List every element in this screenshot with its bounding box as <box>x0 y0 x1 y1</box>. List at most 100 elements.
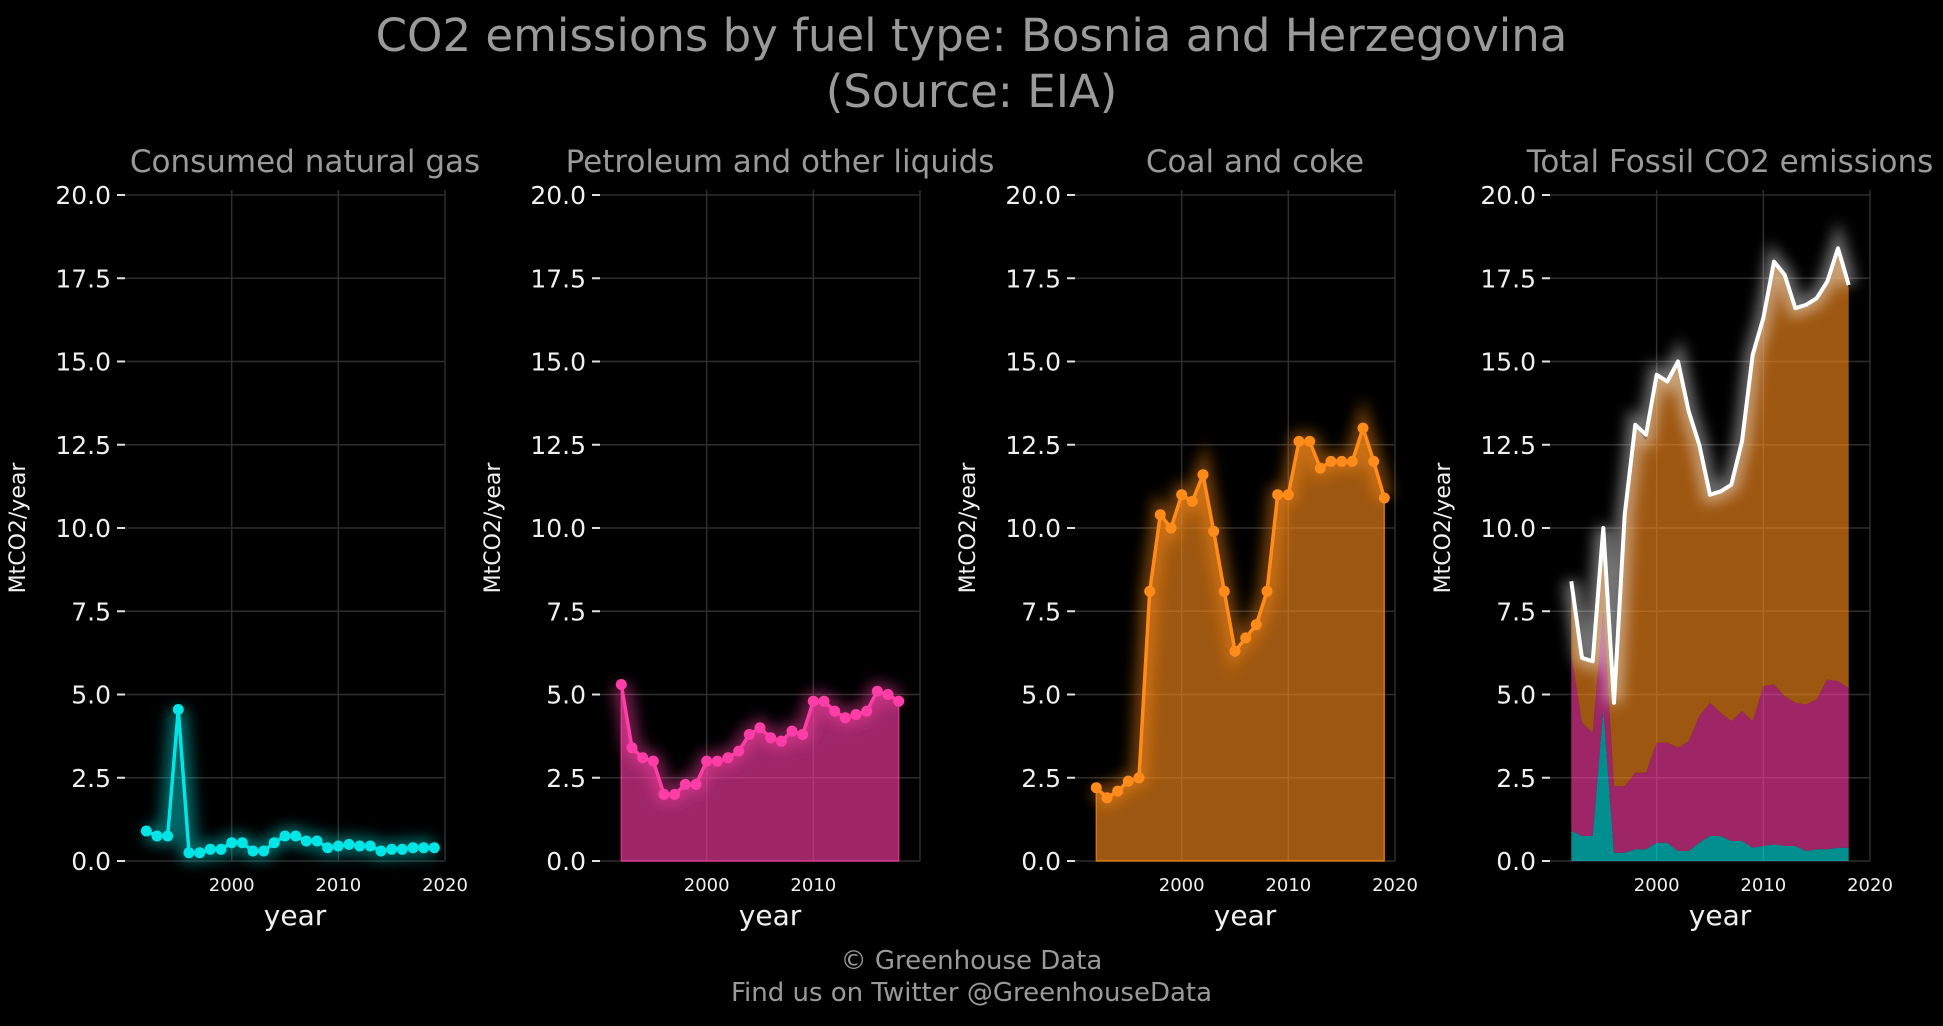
data-point <box>343 838 355 850</box>
y-tick-label: 10.0 <box>1480 514 1536 543</box>
data-point <box>775 735 787 747</box>
data-point <box>711 755 723 767</box>
y-tick-label: 2.5 <box>71 764 111 793</box>
x-tick-label: 2000 <box>1159 875 1205 896</box>
y-tick-label: 15.0 <box>55 348 111 377</box>
y-tick-label: 0.0 <box>71 847 111 876</box>
y-tick-label: 2.5 <box>1021 764 1061 793</box>
data-point <box>669 788 681 800</box>
data-point <box>1325 455 1337 467</box>
data-point <box>1368 455 1380 467</box>
data-point <box>1229 645 1241 657</box>
x-tick-label: 2020 <box>422 875 468 896</box>
y-tick-label: 7.5 <box>1496 597 1536 626</box>
data-point <box>1133 772 1145 784</box>
y-axis-label: MtCO2/year <box>956 462 981 594</box>
data-point <box>818 695 830 707</box>
data-point <box>637 752 649 764</box>
data-point <box>743 729 755 740</box>
chart-panel-1: 0.0 2.5 5.0 7.5 10.0 12.5 15.0 17.5 20.0 2000 2010… <box>6 144 480 932</box>
data-point <box>850 709 862 720</box>
x-tick-label: 2000 <box>1634 875 1680 896</box>
panel-title: Coal and coke <box>1146 144 1364 180</box>
data-point <box>1165 522 1177 534</box>
x-tick-label: 2020 <box>1372 875 1418 896</box>
data-point <box>1154 509 1166 521</box>
data-point <box>1314 462 1326 474</box>
data-point <box>300 835 312 847</box>
panel-title: Petroleum and other liquids <box>566 144 995 180</box>
y-tick-label: 10.0 <box>1005 514 1061 543</box>
data-point <box>882 689 894 700</box>
data-point <box>407 842 419 854</box>
chart-panel-2: 0.0 2.5 5.0 7.5 10.0 12.5 15.0 17.5 20.0 2000 2010… <box>481 144 994 932</box>
data-point <box>215 843 227 855</box>
data-point <box>1101 792 1113 804</box>
x-tick-label: 2000 <box>209 875 255 896</box>
y-tick-label: 20.0 <box>530 181 586 210</box>
y-tick-label: 15.0 <box>1005 348 1061 377</box>
data-point <box>647 755 659 767</box>
data-point <box>1272 489 1284 501</box>
data-point <box>679 778 691 790</box>
chart-title-line2: (Source: EIA) <box>825 65 1118 118</box>
y-tick-label: 5.0 <box>71 681 111 710</box>
data-point <box>428 842 440 854</box>
x-tick-label: 2000 <box>684 875 730 896</box>
y-tick-label: 12.5 <box>1480 431 1536 460</box>
data-point <box>226 837 238 849</box>
data-point <box>1090 782 1102 794</box>
data-point <box>364 840 376 852</box>
y-tick-label: 12.5 <box>55 431 111 460</box>
data-point <box>418 842 430 854</box>
data-point <box>829 705 841 717</box>
data-point <box>290 830 302 842</box>
data-point <box>1304 435 1316 447</box>
stacked-area-1 <box>1571 709 1849 861</box>
y-tick-label: 2.5 <box>1496 764 1536 793</box>
data-point <box>1282 489 1294 501</box>
y-tick-label: 17.5 <box>1480 264 1536 293</box>
data-point <box>797 729 809 740</box>
total-line <box>1569 246 1851 705</box>
data-point <box>754 722 766 734</box>
data-point <box>861 705 873 717</box>
y-tick-label: 15.0 <box>1480 348 1536 377</box>
data-point <box>258 845 270 857</box>
data-point <box>1357 422 1369 434</box>
data-point <box>183 847 195 859</box>
data-point <box>1144 585 1156 597</box>
y-tick-label: 7.5 <box>546 597 586 626</box>
chart-panel-3: 0.0 2.5 5.0 7.5 10.0 12.5 15.0 17.5 20.0 2000 2010… <box>956 144 1418 932</box>
chart-title-line1: CO2 emissions by fuel type: Bosnia and H… <box>375 9 1568 62</box>
y-tick-label: 12.5 <box>530 431 586 460</box>
footer-twitter: Find us on Twitter @GreenhouseData <box>730 978 1213 1008</box>
chart-title: CO2 emissions by fuel type: Bosnia and H… <box>0 8 1943 120</box>
y-tick-label: 20.0 <box>55 181 111 210</box>
data-point <box>615 679 627 690</box>
data-point <box>1293 435 1305 447</box>
data-point <box>140 825 152 837</box>
data-point <box>626 742 638 754</box>
y-tick-label: 0.0 <box>546 847 586 876</box>
y-tick-label: 17.5 <box>55 264 111 293</box>
y-tick-label: 10.0 <box>55 514 111 543</box>
data-point <box>1240 632 1252 644</box>
footer: © Greenhouse Data Find us on Twitter @Gr… <box>0 945 1943 1009</box>
data-point <box>204 843 216 855</box>
data-point <box>1197 469 1209 481</box>
data-point <box>1176 489 1188 501</box>
panel-title: Total Fossil CO2 emissions <box>1526 144 1934 180</box>
y-tick-label: 15.0 <box>530 348 586 377</box>
data-point <box>194 847 206 859</box>
y-tick-label: 12.5 <box>1005 431 1061 460</box>
series-line-glow <box>142 708 435 862</box>
data-point <box>386 843 398 855</box>
x-tick-label: 2010 <box>1265 875 1311 896</box>
stacked-area-3 <box>1571 248 1849 787</box>
data-point <box>375 845 387 857</box>
y-tick-label: 7.5 <box>1021 597 1061 626</box>
data-point <box>1336 455 1348 467</box>
data-point <box>396 843 408 855</box>
data-point <box>893 695 905 707</box>
